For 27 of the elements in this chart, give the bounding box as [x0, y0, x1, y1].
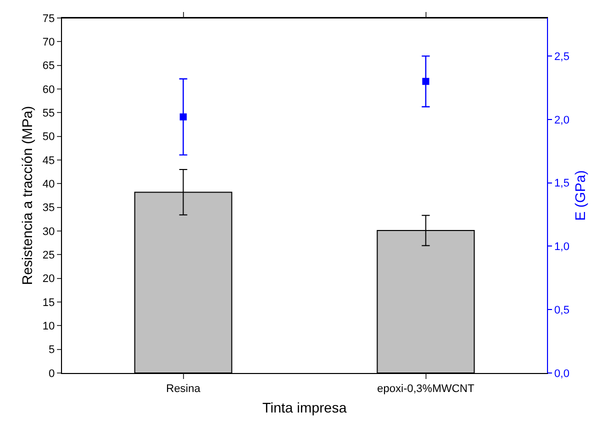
- y-tick-label: 5: [48, 344, 55, 356]
- y-tick-label: 25: [42, 250, 55, 262]
- y-tick-label: 35: [42, 202, 55, 214]
- y2-tick-label: 2,0: [554, 114, 570, 126]
- y-tick-label: 30: [42, 226, 55, 238]
- y-tick-label: 45: [42, 154, 55, 167]
- y-tick-label: 50: [42, 131, 55, 144]
- y-tick-label: 0: [48, 368, 55, 380]
- y-tick-label: 15: [42, 296, 55, 309]
- y2-axis-title: E (GPa): [572, 170, 588, 221]
- y2-tick-label: 0,5: [554, 304, 570, 316]
- y-tick-label: 40: [42, 178, 55, 191]
- y-tick-label: 65: [42, 60, 55, 72]
- y-tick-label: 70: [42, 36, 55, 49]
- y2-tick-label: 0,0: [554, 368, 570, 380]
- y-tick-label: 10: [42, 320, 55, 333]
- y-axis-title: Resistencia a tracción (MPa): [19, 106, 36, 285]
- y-tick-label: 55: [42, 108, 55, 120]
- y-tick-label: 75: [42, 12, 55, 25]
- y2-tick-label: 2,5: [554, 50, 570, 63]
- x-tick-label: Resina: [166, 383, 202, 396]
- x-tick-label: epoxi-0,3%MWCNT: [377, 383, 475, 396]
- y2-tick-label: 1,5: [554, 178, 570, 190]
- y-tick-label: 60: [42, 84, 55, 96]
- y-tick-label: 20: [42, 273, 55, 286]
- y2-tick-label: 1,0: [554, 241, 570, 254]
- x-axis-title: Tinta impresa: [262, 400, 347, 416]
